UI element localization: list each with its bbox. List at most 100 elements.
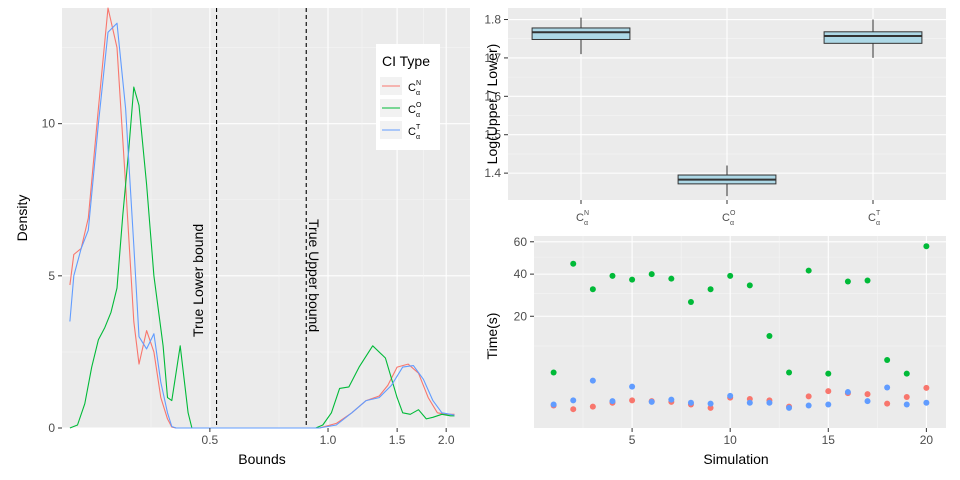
density-x-tick-label: 0.5	[202, 433, 219, 447]
scatter-point-o	[629, 276, 636, 283]
scatter-point-n	[629, 397, 636, 404]
scatter-point-t	[668, 396, 675, 403]
legend-label-sub: α	[416, 134, 420, 141]
boxplot-x-tick-label-sup: T	[876, 210, 881, 217]
scatter-y-tick-label: 40	[514, 267, 528, 281]
scatter-point-n	[884, 400, 891, 407]
scatter-point-n	[903, 394, 910, 401]
density-x-ticks: 0.5 1.0 1.5 2.0	[202, 428, 455, 447]
scatter-point-o	[609, 272, 616, 279]
scatter-point-o	[923, 243, 930, 250]
scatter-plot-background	[534, 236, 946, 428]
scatter-x-tick-label: 20	[920, 433, 934, 447]
scatter-point-o	[844, 278, 851, 285]
scatter-point-t	[864, 398, 871, 405]
boxplot-y-tick-label: 1.5	[484, 128, 501, 142]
scatter-point-o	[648, 271, 655, 278]
scatter-point-o	[884, 356, 891, 363]
boxplot-y-tick-label: 1.7	[484, 51, 501, 65]
density-curve-o	[69, 86, 455, 429]
scatter-point-o	[864, 277, 871, 284]
legend-label-base: C	[408, 104, 416, 116]
scatter-point-n	[825, 388, 832, 395]
boxplot-y-tick-label: 1.4	[484, 166, 501, 180]
box-iqr	[823, 31, 923, 44]
scatter-point-n	[707, 404, 714, 411]
true-lower-bound-label: True Lower bound	[190, 224, 206, 337]
scatter-point-t	[923, 399, 930, 406]
scatter-point-t	[648, 398, 655, 405]
scatter-point-o	[570, 260, 577, 267]
box-iqr	[531, 27, 631, 40]
boxplot-x-tick-label-sub: α	[876, 220, 880, 227]
legend-title: CI Type	[382, 53, 430, 69]
scatter-point-t	[707, 400, 714, 407]
scatter-y-tick-label: 60	[514, 235, 528, 249]
box-t	[823, 19, 923, 58]
legend-label-sup: O	[416, 102, 422, 109]
scatter-point-o	[668, 275, 675, 282]
legend-label-sub: α	[416, 90, 420, 97]
density-x-tick-label: 1.0	[320, 433, 337, 447]
scatter-point-t	[629, 383, 636, 390]
scatter-panel: 20 40 60 5 10 15 20 Simulation Time(s)	[484, 235, 946, 467]
scatter-x-ticks: 5 10 15 20	[629, 428, 934, 447]
scatter-point-t	[550, 401, 557, 408]
scatter-point-t	[766, 399, 773, 406]
scatter-point-o	[707, 286, 714, 293]
scatter-point-t	[589, 377, 596, 384]
scatter-point-o	[766, 332, 773, 339]
boxplot-y-ticks: 1.4 1.5 1.6 1.7 1.8	[484, 13, 508, 180]
scatter-point-t	[805, 402, 812, 409]
scatter-point-o	[746, 282, 753, 289]
scatter-point-t	[609, 398, 616, 405]
boxplot-panel: 1.41.51.61.71.8 C Nα C Oα C Tα Log(Upper / Lo…	[484, 8, 946, 227]
true-upper-bound-label: True Upper bound	[306, 219, 322, 332]
density-curve-n	[69, 7, 455, 429]
scatter-y-tick-label: 20	[514, 309, 528, 323]
boxplot-x-ticks: C Nα C Oα C Tα	[576, 200, 881, 227]
legend-label-sub: α	[416, 112, 420, 119]
scatter-y-ticks: 20 40 60	[514, 235, 534, 323]
density-curves	[69, 7, 455, 429]
scatter-point-n	[864, 391, 871, 398]
boxplot-y-tick-label: 1.8	[484, 13, 501, 27]
scatter-point-o	[589, 286, 596, 293]
scatter-point-t	[844, 389, 851, 396]
density-panel: 0.5 1.0 1.5 2.0 0 5 10 True Lower bound True …	[14, 7, 470, 467]
density-bound-lines	[216, 8, 307, 428]
legend-label: C Tα	[408, 124, 421, 141]
boxplot-x-tick-label-base: C	[868, 212, 876, 224]
boxplot-x-tick-label-sub: α	[584, 220, 588, 227]
scatter-point-o	[786, 369, 793, 376]
scatter-point-o	[903, 370, 910, 377]
legend-label: C Nα	[408, 80, 421, 97]
density-y-tick-label: 5	[48, 269, 55, 283]
density-legend: CI Type C NαC OαC Tα	[376, 44, 440, 150]
scatter-point-t	[884, 384, 891, 391]
legend-label-base: C	[408, 82, 416, 94]
scatter-x-axis-title: Simulation	[703, 451, 768, 467]
boxplot-boxes	[531, 17, 923, 197]
scatter-x-tick-label: 5	[629, 433, 636, 447]
boxplot-x-tick-label: C Oα	[722, 210, 736, 227]
density-y-tick-label: 10	[42, 117, 56, 131]
density-y-ticks: 0 5 10	[42, 117, 62, 435]
density-y-axis-title: Density	[14, 195, 30, 242]
scatter-point-o	[687, 298, 694, 305]
boxplot-x-tick-label: C Nα	[576, 210, 589, 227]
box-o	[677, 165, 777, 197]
scatter-point-t	[687, 399, 694, 406]
scatter-point-o	[550, 369, 557, 376]
boxplot-x-tick-label-sup: O	[730, 210, 736, 217]
scatter-point-n	[589, 403, 596, 410]
boxplot-x-tick-label: C Tα	[868, 210, 881, 227]
box-n	[531, 17, 631, 55]
scatter-point-o	[805, 267, 812, 274]
scatter-point-o	[727, 272, 734, 279]
scatter-point-t	[746, 399, 753, 406]
density-x-tick-label: 1.5	[389, 433, 406, 447]
density-curve-t	[69, 22, 455, 429]
density-y-tick-label: 0	[48, 421, 55, 435]
